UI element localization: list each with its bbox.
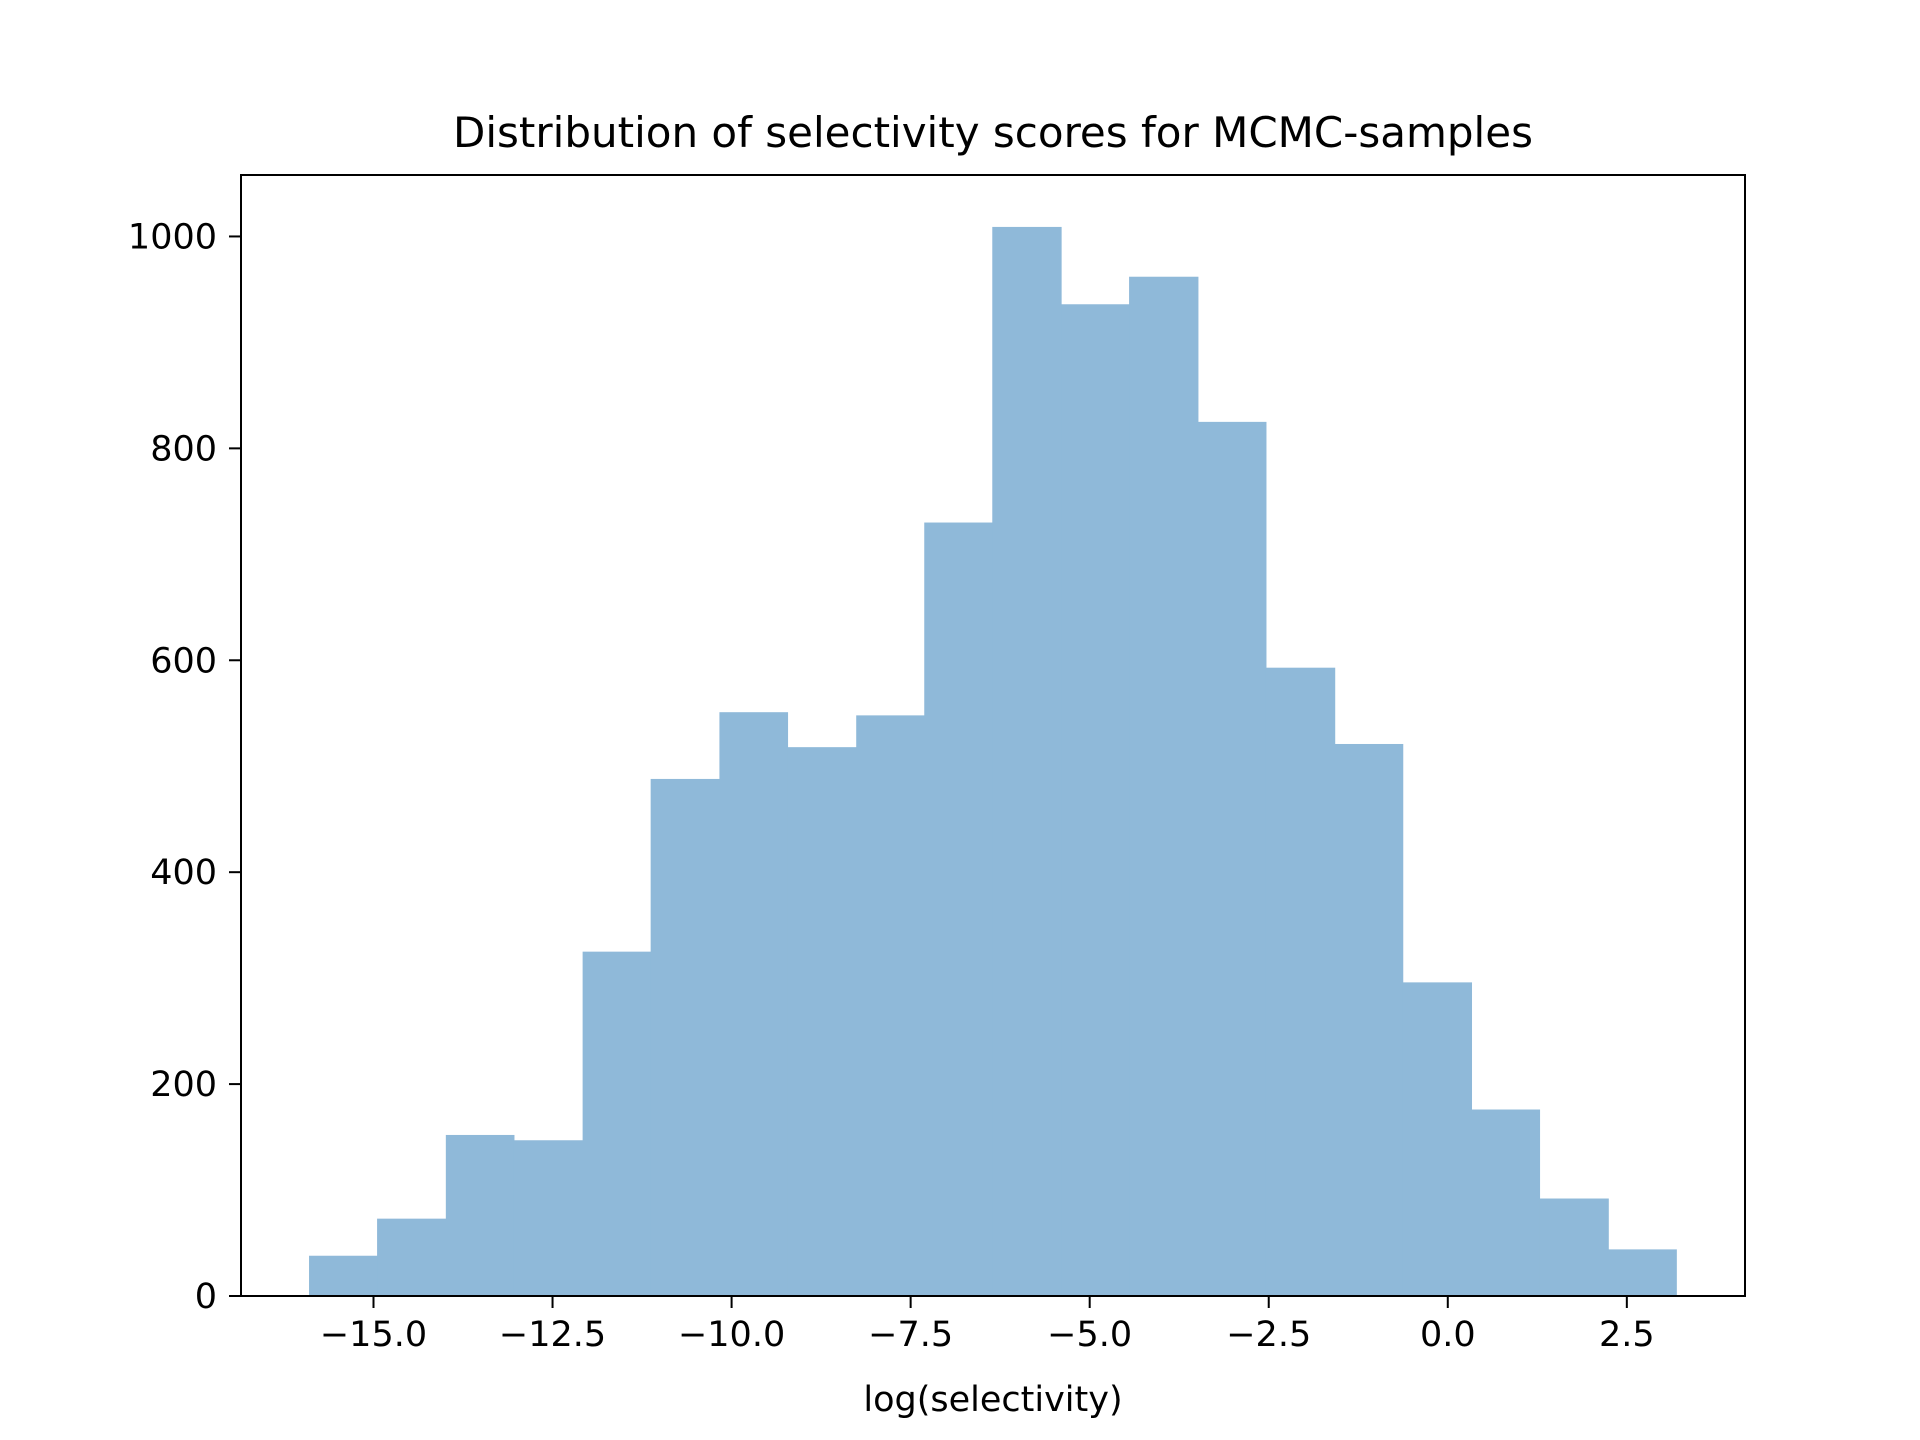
x-tick-label: −7.5 bbox=[868, 1315, 953, 1355]
histogram-bar bbox=[1471, 1109, 1541, 1296]
y-tick-label: 400 bbox=[150, 853, 217, 893]
histogram-bar bbox=[992, 226, 1062, 1296]
x-tick-label: −12.5 bbox=[499, 1315, 606, 1355]
histogram-bar bbox=[719, 712, 789, 1296]
histogram-bar bbox=[309, 1255, 378, 1296]
histogram-bar bbox=[924, 522, 993, 1296]
histogram-bar bbox=[1197, 421, 1267, 1296]
y-tick-label: 0 bbox=[195, 1277, 217, 1317]
histogram-bars bbox=[309, 226, 1677, 1297]
histogram-bar bbox=[787, 747, 857, 1296]
histogram-bar bbox=[377, 1218, 447, 1296]
histogram-bar bbox=[1129, 276, 1199, 1297]
y-tick-label: 1000 bbox=[128, 217, 217, 257]
x-tick-label: −15.0 bbox=[320, 1315, 427, 1355]
x-axis-label: log(selectivity) bbox=[863, 1380, 1122, 1420]
histogram-bar bbox=[582, 951, 652, 1296]
histogram-bar bbox=[1608, 1249, 1677, 1296]
histogram-bar bbox=[513, 1140, 584, 1296]
x-tick-label: −2.5 bbox=[1226, 1315, 1311, 1355]
histogram-bar bbox=[1334, 743, 1404, 1296]
x-tick-label: −10.0 bbox=[678, 1315, 785, 1355]
histogram-bar bbox=[1265, 667, 1336, 1296]
y-tick-label: 200 bbox=[150, 1065, 217, 1105]
plot-area-frame bbox=[240, 174, 1746, 1297]
histogram-bar bbox=[1061, 304, 1130, 1296]
histogram-bar bbox=[1539, 1198, 1609, 1296]
x-axis-ticks: −15.0 −12.5 −10.0 −7.5 −5.0 −2.5 0.0 2.5 bbox=[320, 1296, 1655, 1355]
histogram-bar bbox=[856, 715, 925, 1296]
y-axis-ticks: 0 200 400 600 800 1000 bbox=[128, 217, 241, 1317]
y-tick-label: 800 bbox=[150, 429, 217, 469]
histogram-bar bbox=[650, 778, 721, 1296]
histogram-bar bbox=[1402, 982, 1473, 1296]
y-tick-label: 600 bbox=[150, 641, 217, 681]
chart-title: Distribution of selectivity scores for M… bbox=[453, 108, 1533, 157]
x-tick-label: −5.0 bbox=[1047, 1315, 1132, 1355]
x-tick-label: 0.0 bbox=[1420, 1315, 1476, 1355]
histogram-bar bbox=[445, 1134, 515, 1296]
x-tick-label: 2.5 bbox=[1599, 1315, 1655, 1355]
